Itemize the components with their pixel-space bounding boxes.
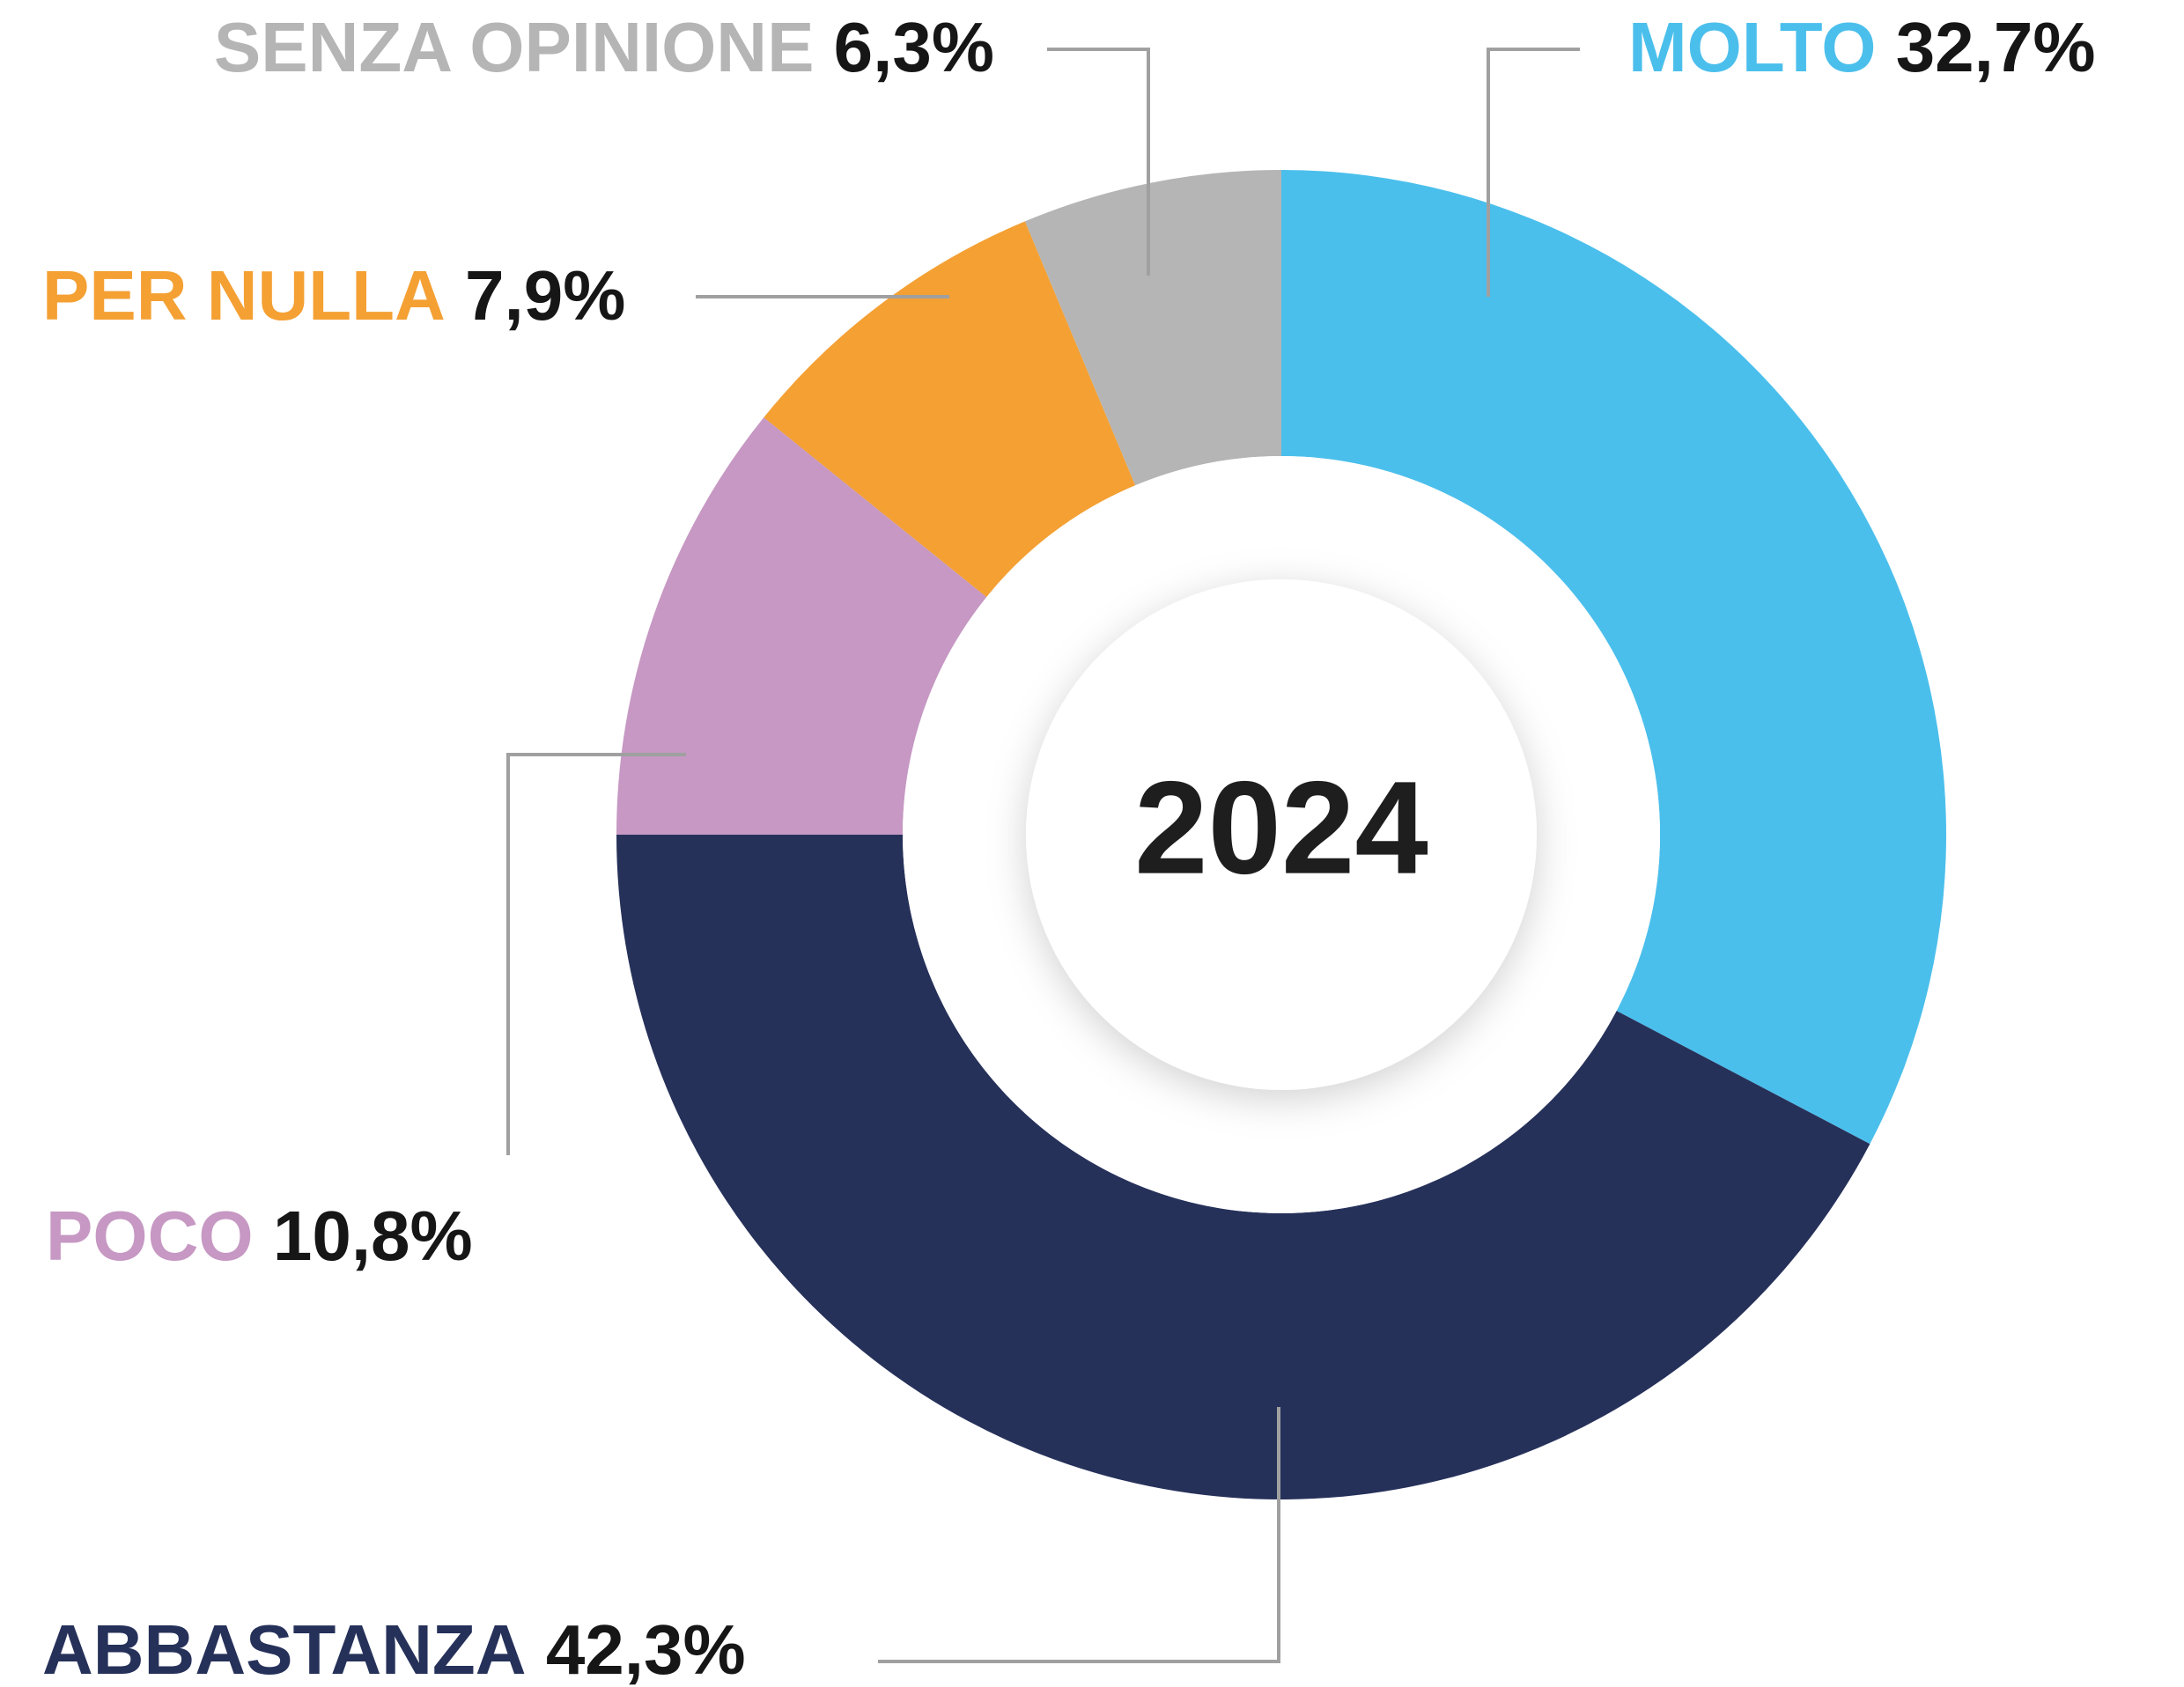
value-label: 6,3% xyxy=(834,8,994,86)
category-name: POCO xyxy=(46,1197,254,1275)
value-label: 32,7% xyxy=(1896,8,2096,86)
center-label: 2024 xyxy=(1134,754,1428,902)
slice xyxy=(616,417,987,835)
value-label: 10,8% xyxy=(273,1197,473,1275)
slice-label: MOLTO 32,7% xyxy=(1628,8,2096,86)
labels: MOLTO 32,7% ABBASTANZA 42,3% POCO 10,8% PER… xyxy=(42,8,2096,1687)
category-name: SENZA OPINIONE xyxy=(214,8,815,86)
spacer xyxy=(254,1197,273,1275)
slice xyxy=(1281,170,1946,1145)
slice xyxy=(1024,170,1281,486)
donut xyxy=(616,170,1946,1499)
value-label: 42,3% xyxy=(546,1610,746,1687)
spacer xyxy=(814,8,833,86)
leader-line xyxy=(1487,48,1580,297)
value-label: 7,9% xyxy=(465,256,625,335)
leader-line xyxy=(506,753,686,1155)
spacer xyxy=(527,1610,546,1687)
slice-label: ABBASTANZA 42,3% xyxy=(42,1610,746,1687)
category-name: ABBASTANZA xyxy=(42,1610,527,1687)
center-disc xyxy=(1026,579,1537,1090)
category-name: PER NULLA xyxy=(42,256,446,335)
leader-line xyxy=(878,1407,1280,1663)
slice-label: PER NULLA 7,9% xyxy=(42,256,625,335)
category-name: MOLTO xyxy=(1628,8,1876,86)
leader-line xyxy=(1047,48,1150,276)
spacer xyxy=(446,256,465,335)
slice xyxy=(764,221,1136,598)
spacer xyxy=(1876,8,1895,86)
slice xyxy=(616,835,1870,1499)
slice-label: SENZA OPINIONE 6,3% xyxy=(214,8,994,86)
leader-lines xyxy=(506,48,1580,1663)
slice-label: POCO 10,8% xyxy=(46,1197,473,1275)
